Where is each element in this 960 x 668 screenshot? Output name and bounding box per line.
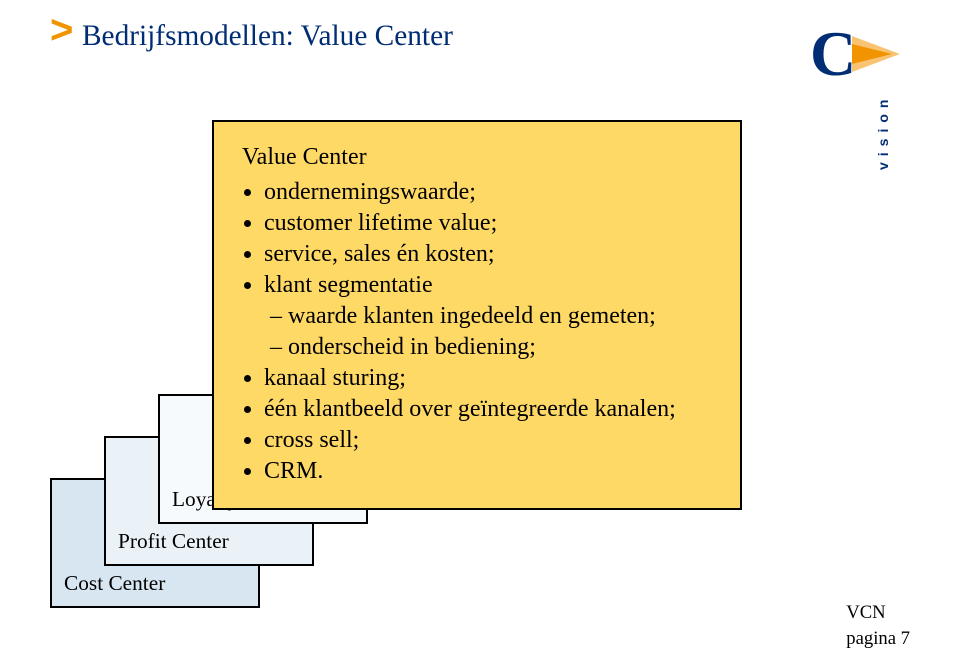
logo-text-vertical: vision (875, 94, 891, 170)
bullet-item: één klantbeeld over geïntegreerde kanale… (264, 396, 712, 423)
title-chevron: > (50, 8, 73, 53)
bullet-item: cross sell; (264, 427, 712, 454)
footer-line2: pagina 7 (846, 626, 910, 652)
bullet-subitem: waarde klanten ingedeeld en gemeten; (288, 303, 712, 330)
footer-line1: VCN (846, 600, 910, 626)
bullet-sublist: waarde klanten ingedeeld en gemeten; onde… (264, 303, 712, 361)
footer: VCN pagina 7 (846, 600, 910, 652)
bullet-item: customer lifetime value; (264, 210, 712, 237)
page-title: Bedrijfsmodellen: Value Center (82, 20, 453, 53)
bullet-item: ondernemingswaarde; (264, 179, 712, 206)
card-value-center: Value Center ondernemingswaarde; customer… (212, 120, 742, 510)
svg-text:vision: vision (875, 94, 891, 170)
bullet-item: service, sales én kosten; (264, 241, 712, 268)
bullet-subitem: onderscheid in bediening; (288, 334, 712, 361)
cvision-logo: C vision (790, 20, 910, 180)
bullet-item: klant segmentatiewaarde klanten ingedeel… (264, 272, 712, 361)
bullet-item: kanaal sturing; (264, 365, 712, 392)
logo-letter-c: C (810, 20, 856, 89)
bullet-item: CRM. (264, 458, 712, 485)
card-profit-label: Profit Center (118, 529, 229, 554)
slide-page: > Bedrijfsmodellen: Value Center C visio… (0, 0, 960, 668)
value-card-title: Value Center (242, 144, 712, 171)
value-card-bullets: ondernemingswaarde; customer lifetime val… (242, 179, 712, 485)
card-cost-label: Cost Center (64, 571, 165, 596)
